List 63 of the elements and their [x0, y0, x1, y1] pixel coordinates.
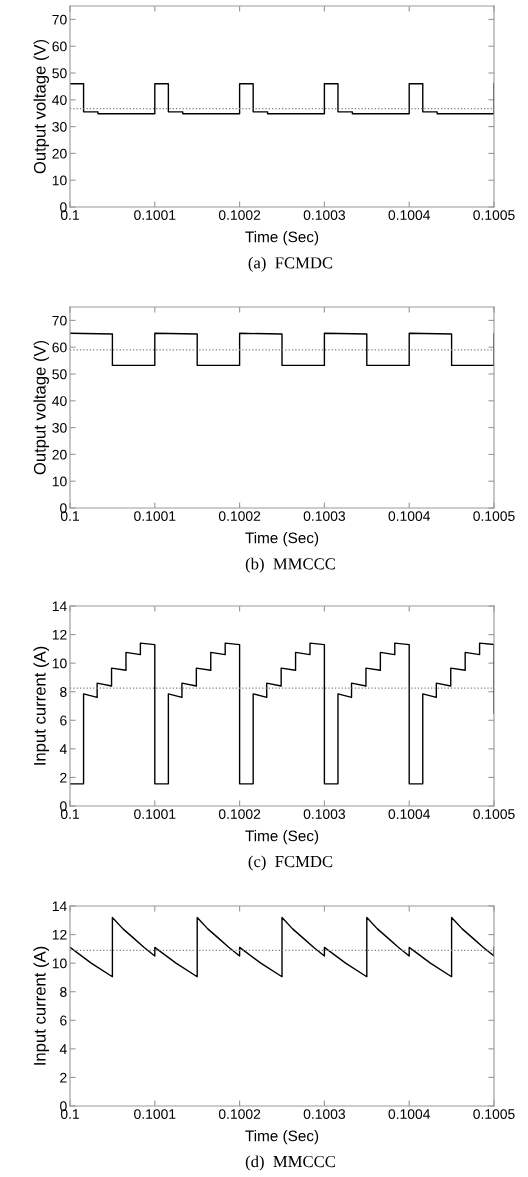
x-tick-label: 0.1005 — [473, 210, 515, 220]
x-tick-label: 0.1003 — [303, 1109, 346, 1119]
x-axis-title: Time (Sec) — [245, 532, 319, 547]
line-series — [70, 332, 494, 367]
y-tick-label: 12 — [52, 929, 67, 940]
y-tick-label: 8 — [60, 987, 67, 997]
x-tick-label: 0.1005 — [473, 511, 515, 521]
y-tick-label: 60 — [52, 342, 67, 353]
y-tick-label: 50 — [52, 369, 67, 380]
y-tick-label: 14 — [52, 601, 67, 612]
y-tick-label: 2 — [60, 772, 67, 783]
x-tick-label: 0.1004 — [388, 809, 431, 819]
y-tick-label: 4 — [59, 744, 67, 754]
y-tick-label: 2 — [60, 1072, 67, 1083]
y-tick-label: 6 — [60, 715, 67, 726]
y-tick-label: 10 — [52, 175, 67, 186]
x-tick-label: 0.1002 — [218, 1109, 261, 1119]
text: (b) MMCCC — [245, 557, 335, 573]
y-tick-label: 40 — [52, 396, 67, 406]
y-tick-label: 20 — [52, 449, 67, 460]
x-tick-label: 0.1003 — [303, 210, 346, 220]
y-tick-label: 10 — [52, 958, 67, 969]
y-tick-label: 8 — [60, 687, 67, 697]
x-tick-label: 0.1002 — [218, 210, 261, 220]
x-tick-label: 0.1004 — [388, 210, 431, 220]
y-tick-label: 50 — [52, 68, 67, 79]
text: (a) FCMDC — [248, 256, 333, 272]
y-axis-title: Output voltage (V) — [33, 340, 49, 475]
y-tick-label: 20 — [52, 148, 67, 159]
y-tick-label: 6 — [60, 1015, 67, 1026]
y-axis-title: Output voltage (V) — [33, 39, 49, 174]
x-tick-label: 0.1004 — [388, 511, 431, 521]
x-tick-label: 0.1003 — [303, 809, 346, 819]
x-tick-label: 0.1001 — [134, 1109, 176, 1119]
x-tick-label: 0.1002 — [218, 511, 261, 521]
x-tick-label: 0.1001 — [134, 809, 176, 819]
x-tick-label: 0.1001 — [134, 210, 176, 220]
x-tick-label: 0.1005 — [473, 809, 515, 819]
y-tick-label: 30 — [52, 121, 67, 132]
x-axis-title: Time (Sec) — [245, 830, 319, 845]
y-tick-label: 12 — [52, 629, 67, 640]
y-tick-label: 10 — [52, 476, 67, 487]
x-tick-label: 0.1004 — [388, 1109, 431, 1119]
y-axis-title: Input current (A) — [33, 646, 49, 765]
x-tick-label: 0.1001 — [134, 511, 176, 521]
line-series — [70, 642, 494, 785]
text: (c) FCMDC — [248, 855, 333, 871]
line-series — [70, 916, 494, 978]
y-tick-label: 70 — [52, 315, 67, 326]
y-tick-label: 30 — [52, 422, 67, 433]
y-tick-label: 4 — [59, 1044, 67, 1054]
x-tick-label: 0.1003 — [303, 511, 346, 521]
y-axis-title: Input current (A) — [33, 946, 49, 1065]
y-tick-label: 14 — [52, 901, 67, 912]
x-axis-title: Time (Sec) — [245, 231, 319, 246]
x-tick-label: 0.1005 — [473, 1109, 515, 1119]
text: (d) MMCCC — [245, 1155, 335, 1171]
y-tick-label: 70 — [52, 14, 67, 25]
x-axis-title: Time (Sec) — [245, 1130, 319, 1145]
y-tick-label: 60 — [52, 41, 67, 52]
y-tick-label: 10 — [52, 658, 67, 669]
x-tick-label: 0.1002 — [218, 809, 261, 819]
y-tick-label: 40 — [52, 95, 67, 105]
